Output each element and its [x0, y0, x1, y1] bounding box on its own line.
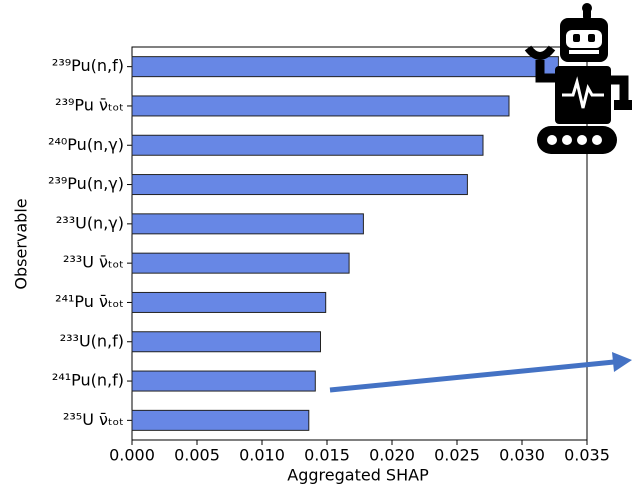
bar [132, 332, 321, 352]
x-tick-label: 0.025 [434, 446, 480, 465]
y-tick-label: ²³⁹Pu ν̄ₜₒₜ [55, 95, 124, 114]
y-tick-label: ²³³U(n,γ) [56, 213, 124, 232]
x-tick-label: 0.000 [109, 446, 155, 465]
y-tick-label: ²³⁹Pu(n,γ) [48, 174, 124, 193]
x-tick-label: 0.010 [239, 446, 285, 465]
bar [132, 410, 309, 430]
x-tick-label: 0.030 [499, 446, 545, 465]
plot-area: 0.000 0.005 0.010 0.015 0.020 0.025 0.030 0.035… [48, 47, 610, 465]
x-tick-label: 0.020 [369, 446, 415, 465]
bar [132, 292, 326, 312]
y-axis-label: Observable [12, 198, 31, 289]
bar [132, 57, 558, 77]
x-tick-label: 0.005 [174, 446, 220, 465]
bar [132, 175, 467, 195]
bar [132, 214, 363, 234]
y-tick-label: ²⁴⁰Pu(n,γ) [48, 135, 124, 154]
y-tick-label: ²³³U ν̄ₜₒₜ [63, 253, 124, 272]
y-tick-label: ²³⁹Pu(n,f) [52, 56, 124, 75]
y-tick-label: ²⁴¹Pu ν̄ₜₒₜ [55, 292, 124, 311]
robot-icon [528, 3, 632, 154]
bar [132, 135, 483, 155]
x-axis-label: Aggregated SHAP [287, 466, 429, 485]
x-tick-label: 0.015 [304, 446, 350, 465]
chart: Aggregated SHAP Observable 0.0000.0050.0… [0, 0, 632, 488]
x-tick-label: 0.035 [564, 446, 610, 465]
y-tick-label: ²³⁵U ν̄ₜₒₜ [63, 410, 124, 429]
bar [132, 371, 315, 391]
bar [132, 253, 349, 273]
bar [132, 96, 509, 116]
y-tick-label: ²⁴¹Pu(n,f) [52, 371, 124, 390]
y-tick-label: ²³³U(n,f) [60, 331, 124, 350]
